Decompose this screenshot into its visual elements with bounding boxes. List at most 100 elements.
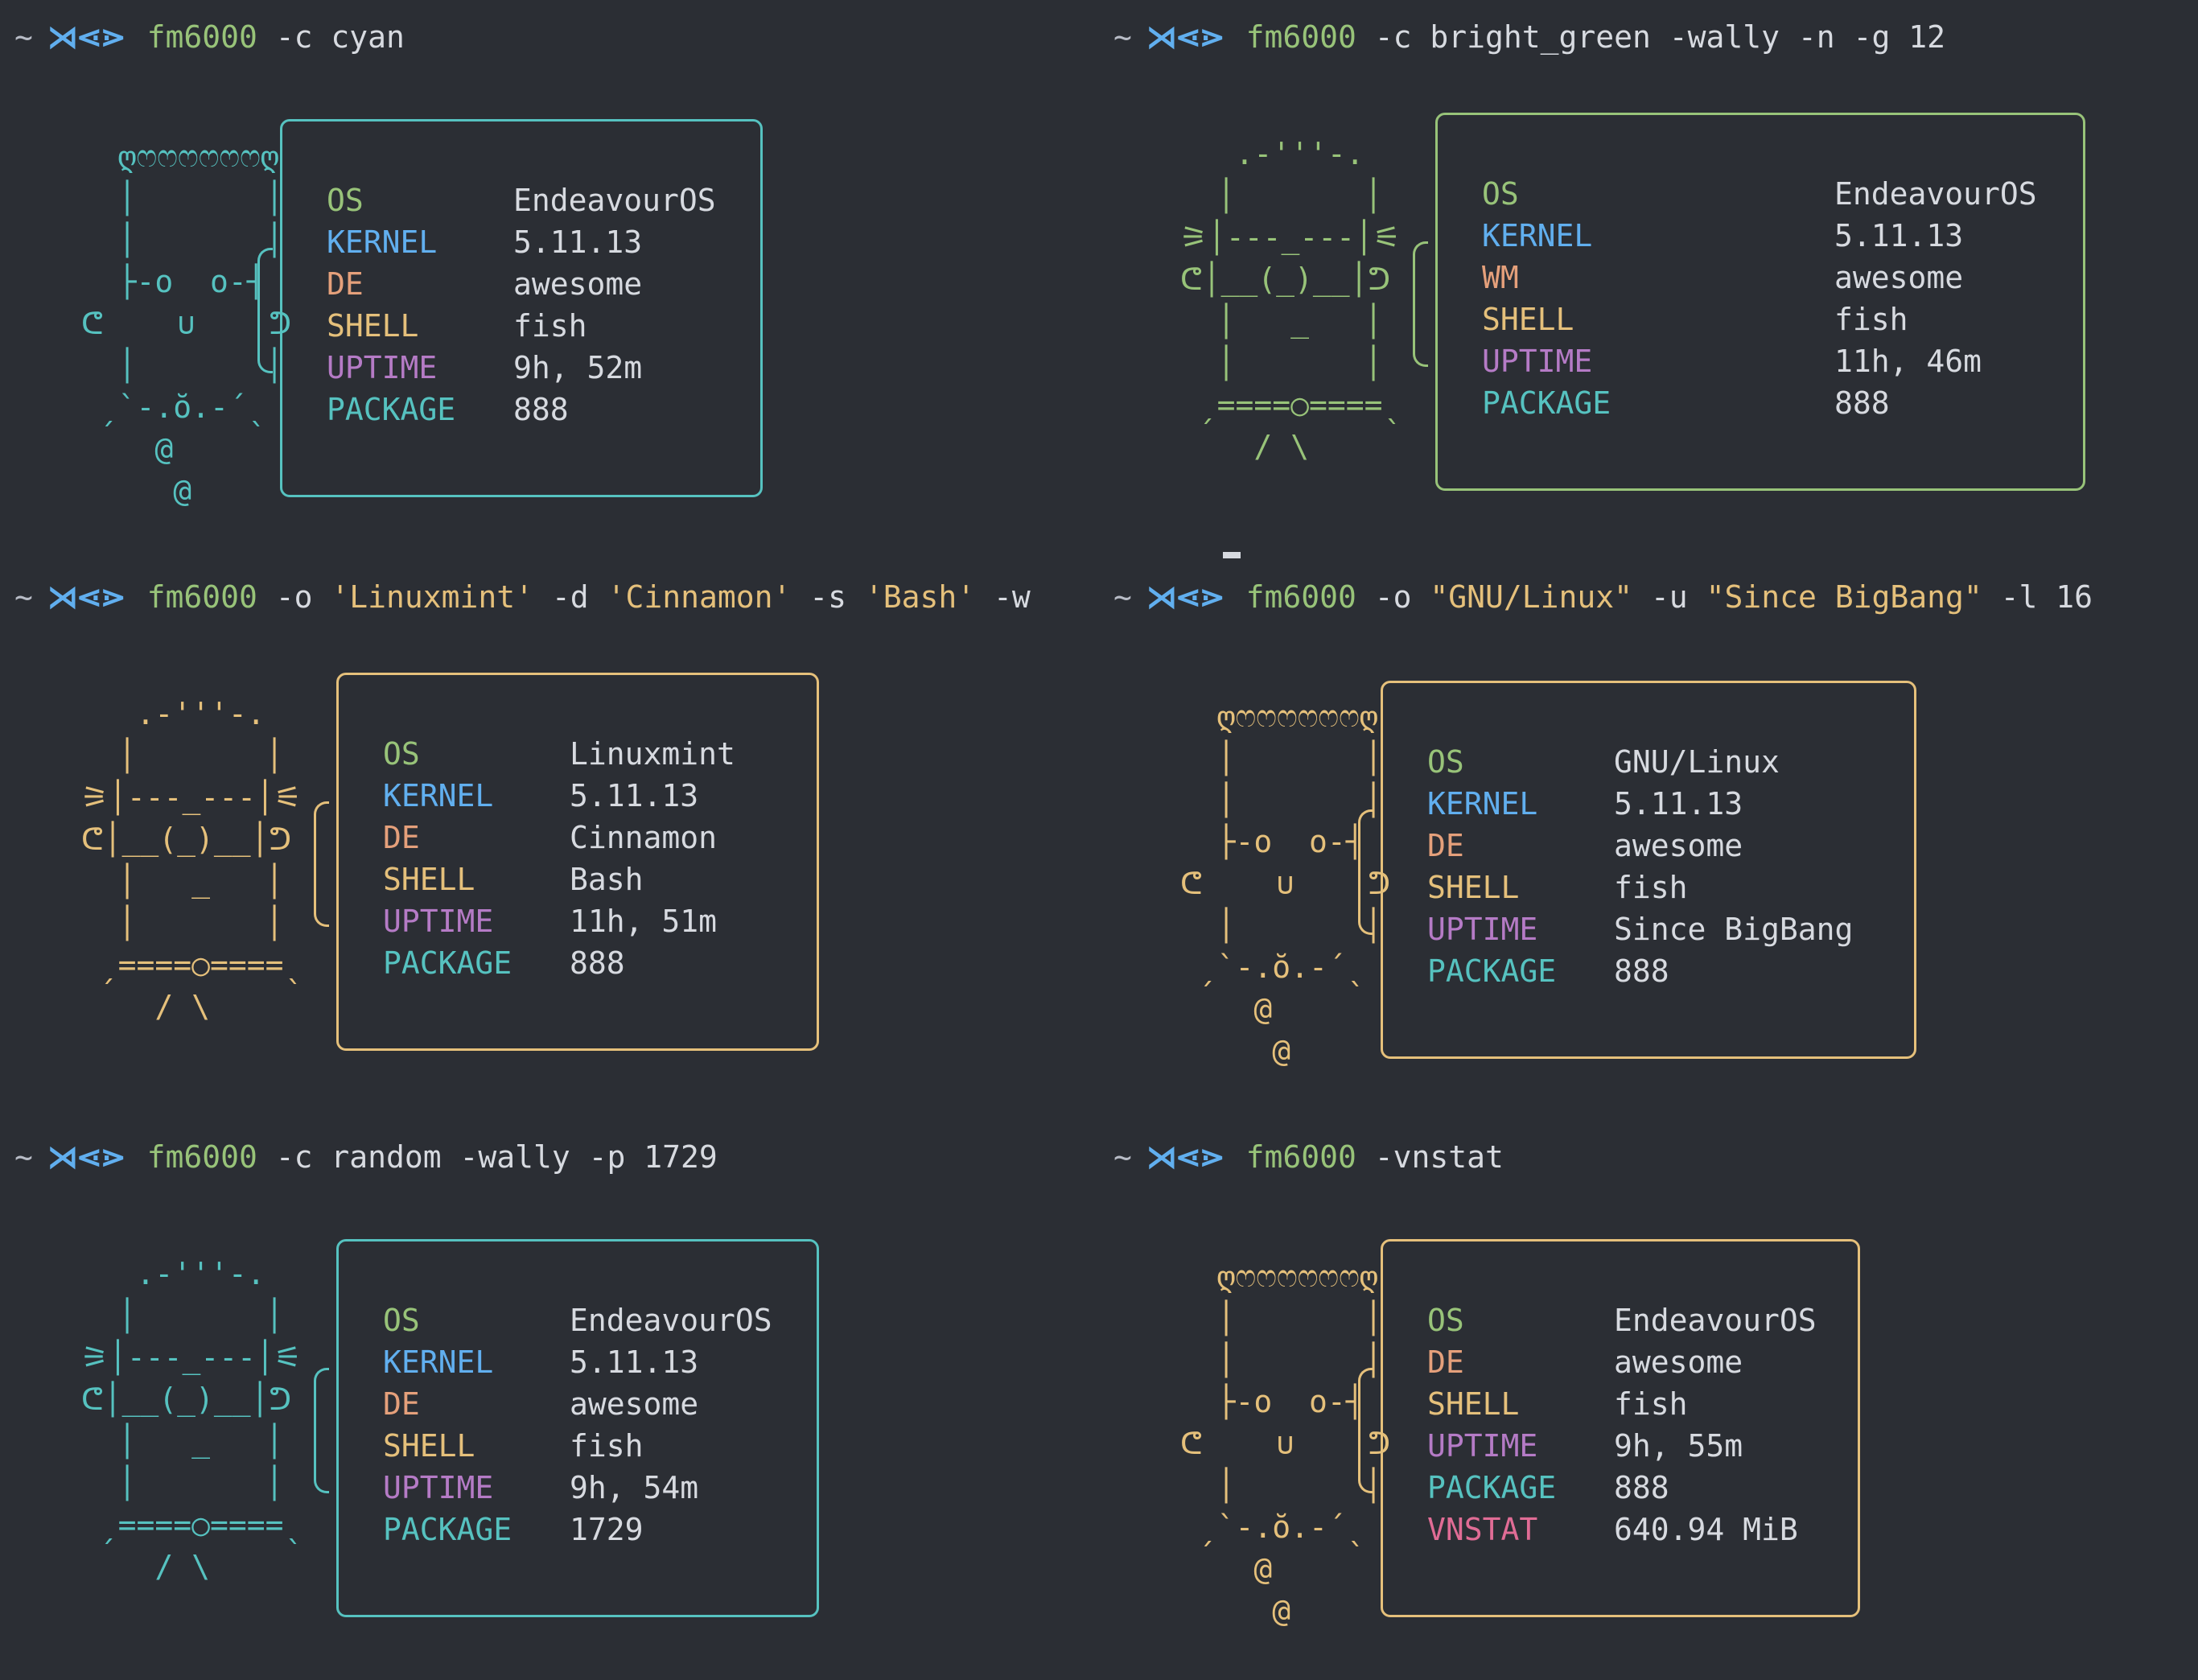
command-arg: -c bright_green -wally -n -g 12 [1374, 19, 1945, 55]
info-key: PACKAGE [383, 945, 512, 981]
info-value: 888 [1614, 953, 1669, 989]
terminal-pane: ~ ⋊⋖⋗ fm6000 -c cyan ღෆෆෆෆෆෆღ │ │ │ │ ├-o … [0, 0, 1099, 560]
command-arg: -s [791, 579, 865, 615]
info-value: awesome [570, 1386, 699, 1422]
info-value: awesome [1614, 1344, 1743, 1380]
info-row: UPTIME Since BigBang [1427, 908, 1853, 950]
text-cursor [1223, 552, 1241, 558]
info-row: SHELL fish [1427, 867, 1853, 908]
info-row: OS EndeavourOS [327, 179, 716, 221]
info-key: KERNEL [327, 224, 438, 260]
command-prompt: ~ ⋊⋖⋗ fm6000 -c cyan [14, 18, 405, 56]
info-value: 5.11.13 [513, 224, 643, 260]
info-key: SHELL [1482, 302, 1574, 337]
info-key: UPTIME [1482, 344, 1593, 379]
info-value: Bash [570, 862, 644, 897]
info-value: awesome [1614, 828, 1743, 863]
connector-bracket [314, 1368, 329, 1493]
prompt-symbol: ⋊⋖⋗ [47, 1139, 126, 1175]
command-arg: -o [275, 579, 331, 615]
info-key: KERNEL [383, 778, 494, 813]
info-row: UPTIME 11h, 46m [1482, 340, 2037, 382]
prompt-symbol: ⋊⋖⋗ [1146, 1139, 1225, 1175]
info-box: OS GNU/Linux KERNEL 5.11.13 DE awesome SHELL fi… [1381, 681, 1916, 1059]
connector-bracket [257, 248, 273, 373]
info-row: SHELL fish [1482, 299, 2037, 340]
info-list: OS EndeavourOS KERNEL 5.11.13 DE awesome SHELL… [327, 179, 716, 430]
info-row: KERNEL 5.11.13 [383, 1341, 772, 1383]
connector-bracket [314, 801, 329, 927]
info-value: fish [1834, 302, 1908, 337]
command-name: fm6000 [1245, 1139, 1375, 1175]
prompt-tilde: ~ [1113, 1139, 1132, 1175]
info-list: OS EndeavourOS KERNEL 5.11.13 DE awesome SHELL… [383, 1299, 772, 1550]
info-key: PACKAGE [1427, 953, 1557, 989]
info-value: Since BigBang [1614, 912, 1854, 947]
info-value: fish [570, 1428, 644, 1464]
info-list: OS Linuxmint KERNEL 5.11.13 DE Cinnamon SHELL B… [383, 733, 735, 984]
ascii-art: .-'''-. │ │ ⚞│---_---│⚟ ᕦ│__(_)__│ᕤ │ _ … [1179, 136, 1402, 464]
info-key: PACKAGE [327, 392, 456, 427]
info-row: UPTIME 11h, 51m [383, 900, 735, 942]
info-key: UPTIME [1427, 1428, 1538, 1464]
info-key: OS [383, 1303, 420, 1338]
command-arg: -l 16 [1982, 579, 2093, 615]
info-key: DE [383, 1386, 420, 1422]
info-value: 888 [570, 945, 625, 981]
info-value: 11h, 46m [1834, 344, 1982, 379]
info-row: SHELL fish [383, 1425, 772, 1467]
ascii-art: ღෆෆෆෆෆෆღ │ │ │ │ ├-o o-┤ ᕦ ∪ ᕤ │ │ ˏ`-.ŏ… [1179, 698, 1391, 1069]
info-row: OS EndeavourOS [1482, 173, 2037, 215]
command-prompt: ~ ⋊⋖⋗ fm6000 -c bright_green -wally -n -g … [1113, 18, 1945, 56]
info-key: UPTIME [383, 1470, 494, 1505]
info-value: 640.94 MiB [1614, 1512, 1798, 1547]
terminal-pane: ~ ⋊⋖⋗ fm6000 -o 'Linuxmint' -d 'Cinnamon' … [0, 560, 1099, 1120]
command-prompt: ~ ⋊⋖⋗ fm6000 -vnstat [1113, 1138, 1504, 1176]
info-row: PACKAGE 888 [1482, 382, 2037, 424]
command-arg: -u [1632, 579, 1706, 615]
info-key: DE [383, 820, 420, 855]
command-string-arg: 'Cinnamon' [607, 579, 792, 615]
info-value: 888 [513, 392, 569, 427]
command-name: fm6000 [146, 19, 276, 55]
terminal-pane: ~ ⋊⋖⋗ fm6000 -vnstat ღෆෆෆෆෆෆღ │ │ │ │ ├-o … [1099, 1120, 2198, 1680]
info-row: DE awesome [1427, 825, 1853, 867]
info-key: WM [1482, 260, 1519, 295]
info-key: SHELL [327, 308, 419, 344]
info-row: OS EndeavourOS [1427, 1299, 1817, 1341]
info-key: UPTIME [383, 904, 494, 939]
info-row: PACKAGE 1729 [383, 1509, 772, 1550]
prompt-symbol: ⋊⋖⋗ [47, 579, 126, 615]
info-value: Cinnamon [570, 820, 718, 855]
info-value: fish [1614, 1386, 1688, 1422]
info-row: DE awesome [327, 263, 716, 305]
command-prompt: ~ ⋊⋖⋗ fm6000 -c random -wally -p 1729 [14, 1138, 718, 1176]
info-value: EndeavourOS [1614, 1303, 1817, 1338]
command-string-arg: 'Linuxmint' [331, 579, 534, 615]
command-arg: -c cyan [275, 19, 405, 55]
terminal-pane: ~ ⋊⋖⋗ fm6000 -o "GNU/Linux" -u "Since BigB… [1099, 560, 2198, 1120]
info-row: OS EndeavourOS [383, 1299, 772, 1341]
info-row: VNSTAT 640.94 MiB [1427, 1509, 1817, 1550]
info-key: OS [1427, 1303, 1464, 1338]
info-box: OS EndeavourOS KERNEL 5.11.13 DE awesome SHELL… [280, 119, 763, 497]
info-value: 888 [1834, 385, 1890, 421]
info-key: OS [1427, 744, 1464, 780]
info-key: DE [1427, 828, 1464, 863]
info-row: PACKAGE 888 [1427, 1467, 1817, 1509]
info-value: EndeavourOS [1834, 176, 2037, 212]
info-row: DE awesome [383, 1383, 772, 1425]
terminal-pane: ~ ⋊⋖⋗ fm6000 -c bright_green -wally -n -g … [1099, 0, 2198, 560]
command-prompt: ~ ⋊⋖⋗ fm6000 -o 'Linuxmint' -d 'Cinnamon' … [14, 578, 1031, 616]
info-row: OS Linuxmint [383, 733, 735, 775]
info-value: GNU/Linux [1614, 744, 1780, 780]
command-string-arg: "GNU/Linux" [1430, 579, 1633, 615]
info-key: SHELL [1427, 1386, 1520, 1422]
info-row: KERNEL 5.11.13 [1427, 783, 1853, 825]
info-key: PACKAGE [1427, 1470, 1557, 1505]
info-key: UPTIME [1427, 912, 1538, 947]
info-box: OS EndeavourOS KERNEL 5.11.13 DE awesome SHELL… [336, 1239, 819, 1617]
info-row: PACKAGE 888 [383, 942, 735, 984]
info-key: PACKAGE [1482, 385, 1611, 421]
info-key: PACKAGE [383, 1512, 512, 1547]
